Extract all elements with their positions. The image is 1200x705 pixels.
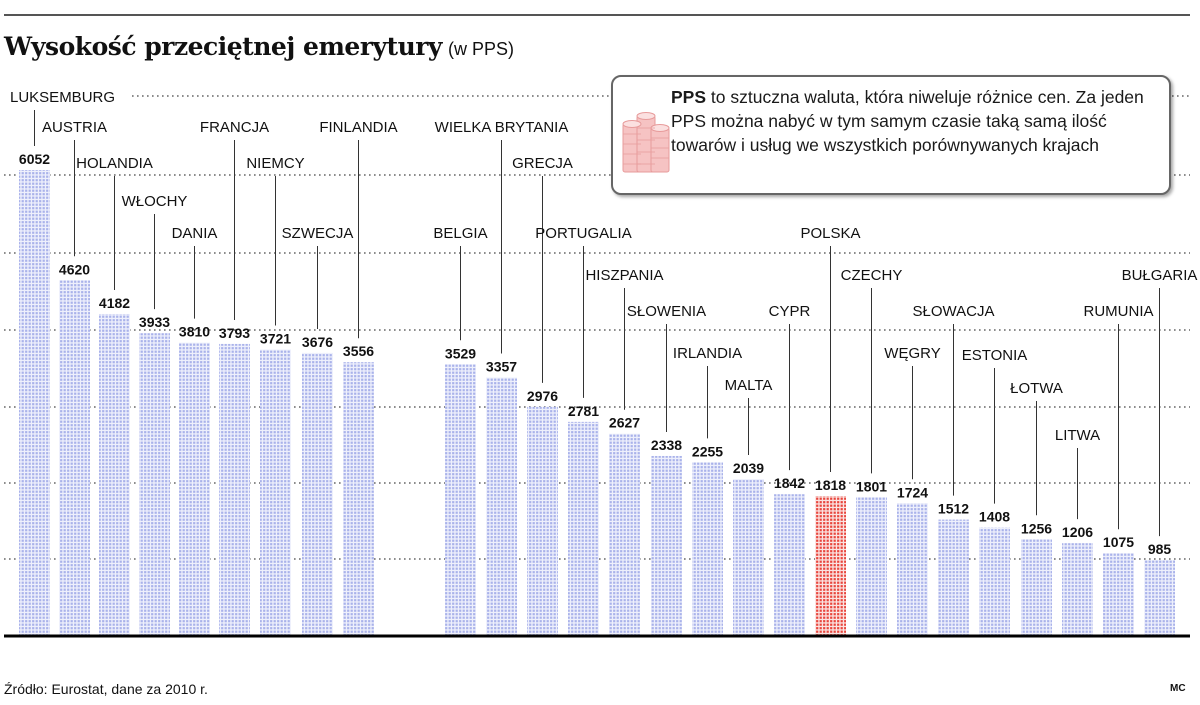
value-label: 3810 xyxy=(179,324,210,340)
category-label: HOLANDIA xyxy=(76,155,153,172)
value-label: 1408 xyxy=(979,509,1010,525)
bar-malta xyxy=(733,478,764,636)
source-note: Źródło: Eurostat, dane za 2010 r. xyxy=(4,681,208,697)
bar-holandia xyxy=(99,313,130,636)
value-label: 1256 xyxy=(1021,520,1052,536)
bar-czechy xyxy=(856,497,887,636)
category-label: SŁOWENIA xyxy=(627,303,706,320)
bar-grecja xyxy=(527,406,558,636)
category-label: FINLANDIA xyxy=(319,119,397,136)
category-label: SZWECJA xyxy=(282,225,354,242)
category-label: NIEMCY xyxy=(246,155,304,172)
bar-belgia xyxy=(445,364,476,636)
value-label: 3556 xyxy=(343,343,374,359)
bar-słowenia xyxy=(651,455,682,636)
bar-włochy xyxy=(139,333,170,636)
category-label: BELGIA xyxy=(433,225,487,242)
category-label: MALTA xyxy=(725,377,773,394)
value-label: 3793 xyxy=(219,325,250,341)
category-label: ESTONIA xyxy=(962,347,1028,364)
bar-bułgaria xyxy=(1144,560,1175,636)
category-label: LUKSEMBURG xyxy=(10,89,115,106)
value-label: 3529 xyxy=(445,345,476,361)
category-label: WĘGRY xyxy=(884,345,940,362)
info-box: PPS to sztuczna waluta, która niweluje r… xyxy=(611,75,1171,195)
category-label: AUSTRIA xyxy=(42,119,107,136)
category-label: SŁOWACJA xyxy=(913,303,995,320)
author-initials: MC xyxy=(1170,683,1186,694)
chart-title: Wysokość przeciętnej emerytury (w PPS) xyxy=(4,32,514,61)
value-label: 2039 xyxy=(733,460,764,476)
bar-austria xyxy=(59,280,90,636)
top-rule xyxy=(4,14,1190,16)
value-label: 3676 xyxy=(302,334,333,350)
bar-szwecja xyxy=(302,352,333,636)
info-term: PPS xyxy=(671,87,707,107)
category-label: IRLANDIA xyxy=(673,345,742,362)
value-label: 6052 xyxy=(19,151,50,167)
bar-irlandia xyxy=(692,462,723,636)
bar-litwa xyxy=(1062,543,1093,636)
info-text: PPS to sztuczna waluta, która niweluje r… xyxy=(671,85,1165,157)
value-label: 1801 xyxy=(856,478,887,494)
bar-finlandia xyxy=(343,362,374,636)
bar-hiszpania xyxy=(609,433,640,636)
bar-polska xyxy=(815,496,846,636)
value-label: 3933 xyxy=(139,314,170,330)
category-label: BUŁGARIA xyxy=(1122,267,1198,284)
value-label: 3357 xyxy=(486,359,517,375)
category-label: ŁOTWA xyxy=(1010,380,1063,397)
category-label: DANIA xyxy=(172,225,218,242)
value-label: 2781 xyxy=(568,403,599,419)
value-label: 2976 xyxy=(527,388,558,404)
bar-łotwa xyxy=(1021,539,1052,636)
category-label: GRECJA xyxy=(512,155,573,172)
bar-estonia xyxy=(979,527,1010,636)
value-label: 2338 xyxy=(651,437,682,453)
bar-dania xyxy=(179,342,210,636)
chart-title-unit: (w PPS) xyxy=(447,39,514,59)
value-label: 3721 xyxy=(260,330,291,346)
bar-niemcy xyxy=(260,349,291,636)
coin-stack-icon xyxy=(622,112,670,173)
category-label: HISZPANIA xyxy=(585,267,663,284)
category-label: CYPR xyxy=(769,303,811,320)
value-label: 1512 xyxy=(938,501,969,517)
value-label: 1206 xyxy=(1062,524,1093,540)
category-label: CZECHY xyxy=(841,267,903,284)
value-label: 2255 xyxy=(692,443,723,459)
category-label: PORTUGALIA xyxy=(535,225,631,242)
bar-rumunia xyxy=(1103,553,1134,636)
value-label: 1724 xyxy=(897,484,928,500)
bar-cypr xyxy=(774,494,805,636)
info-description: to sztuczna waluta, która niweluje różni… xyxy=(671,87,1144,155)
category-label: POLSKA xyxy=(800,225,860,242)
category-label: WŁOCHY xyxy=(122,193,188,210)
value-label: 985 xyxy=(1148,541,1172,557)
bar-luksemburg xyxy=(19,170,50,636)
bar-wielka-brytania xyxy=(486,377,517,636)
bar-słowacja xyxy=(938,519,969,636)
category-label: LITWA xyxy=(1055,427,1100,444)
bar-portugalia xyxy=(568,421,599,636)
value-label: 1842 xyxy=(774,475,805,491)
chart-title-main: Wysokość przeciętnej emerytury xyxy=(4,32,442,61)
value-label: 4620 xyxy=(59,261,90,277)
category-label: FRANCJA xyxy=(200,119,269,136)
value-label: 2627 xyxy=(609,415,640,431)
value-label: 1075 xyxy=(1103,534,1134,550)
bar-francja xyxy=(219,343,250,636)
category-label: WIELKA BRYTANIA xyxy=(435,119,569,136)
bar-węgry xyxy=(897,503,928,636)
value-label: 1818 xyxy=(815,477,846,493)
category-label: RUMUNIA xyxy=(1084,303,1154,320)
value-label: 4182 xyxy=(99,295,130,311)
